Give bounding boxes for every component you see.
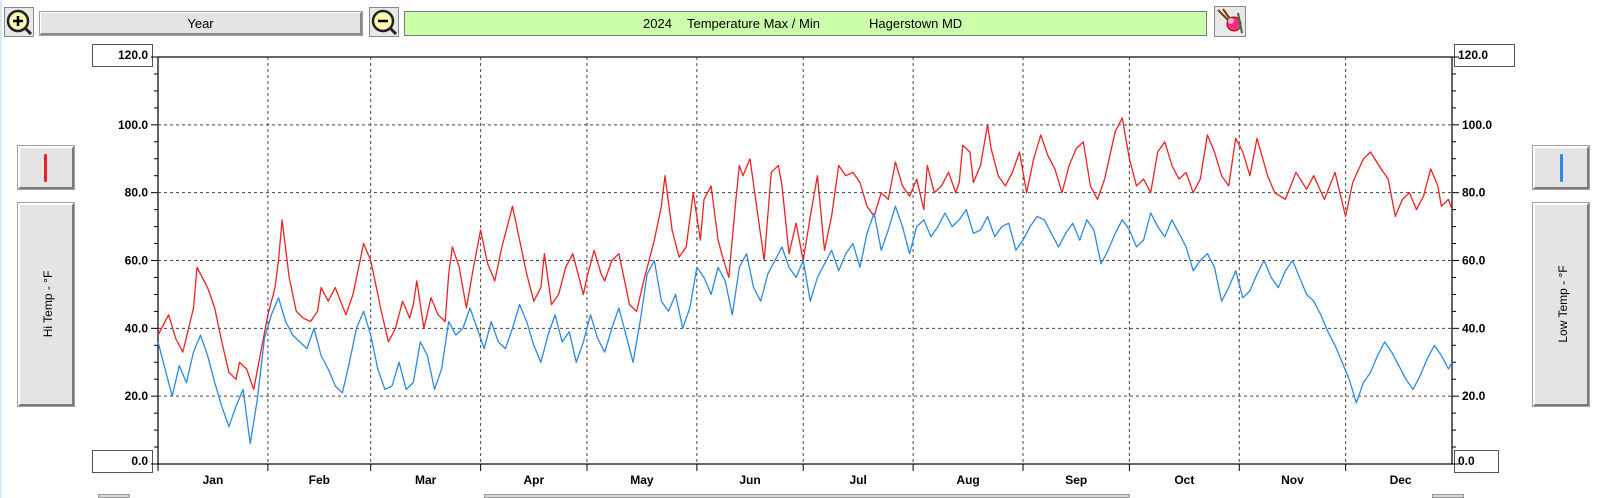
x-month-label: May	[630, 473, 654, 487]
horizontal-scrollbar[interactable]	[484, 494, 1130, 498]
y-tick-label-right: 100.0	[1462, 118, 1492, 132]
title-text: Temperature Max / Min	[687, 16, 820, 31]
x-month-label: Jan	[203, 473, 224, 487]
x-month-label: Sep	[1065, 473, 1087, 487]
zoom-in-icon	[6, 9, 33, 36]
y-tick-label-right: 60.0	[1462, 254, 1486, 268]
hi-axis-title: Hi Temp - °F	[41, 270, 55, 338]
window-edge	[0, 0, 2, 498]
plot-area	[157, 56, 1453, 465]
x-month-label: Apr	[523, 473, 544, 487]
scroll-left-button[interactable]	[98, 494, 130, 498]
low-series-color-button[interactable]	[1532, 145, 1590, 190]
y-tick-label-right: 20.0	[1462, 389, 1486, 403]
left-scale-max[interactable]: 120.0	[92, 44, 153, 67]
x-month-label: Nov	[1281, 473, 1304, 487]
x-month-label: Aug	[956, 473, 979, 487]
x-month-label: Jun	[739, 473, 760, 487]
hi-series-swatch	[44, 154, 47, 182]
x-month-label: Jul	[850, 473, 867, 487]
paint-tool-icon	[1217, 8, 1243, 34]
x-month-label: Oct	[1174, 473, 1194, 487]
x-month-label: Feb	[309, 473, 330, 487]
hi-series-color-button[interactable]	[17, 145, 75, 190]
right-scale-max[interactable]: 120.0	[1454, 44, 1515, 67]
zoom-out-button[interactable]	[369, 7, 399, 37]
y-tick-label-left: 60.0	[125, 254, 149, 268]
y-tick-label-right: 40.0	[1462, 321, 1486, 335]
left-scale-min[interactable]: 0.0	[92, 450, 153, 473]
title-station: Hagerstown MD	[869, 16, 963, 31]
y-tick-label-left: 80.0	[125, 186, 149, 200]
scroll-right-button[interactable]	[1432, 494, 1464, 498]
x-month-label: Dec	[1390, 473, 1412, 487]
hi-temp-line	[157, 117, 1453, 391]
right-scale-min[interactable]: 0.0	[1454, 450, 1499, 473]
y-tick-label-right: 80.0	[1462, 186, 1486, 200]
chart-title-bar: 2024 Temperature Max / Min Hagerstown MD	[404, 11, 1207, 36]
y-tick-label-left: 100.0	[118, 118, 148, 132]
hi-axis-title-button[interactable]: Hi Temp - °F	[17, 202, 75, 407]
y-tick-label-left: 20.0	[125, 389, 149, 403]
y-tick-label-left: 40.0	[125, 321, 149, 335]
low-series-swatch	[1560, 154, 1563, 182]
zoom-in-button[interactable]	[4, 7, 34, 37]
zoom-out-icon	[371, 9, 398, 36]
title-year: 2024	[643, 16, 672, 31]
paint-tool-button[interactable]	[1214, 6, 1246, 37]
period-selector[interactable]: Year	[39, 11, 363, 36]
low-temp-line	[157, 205, 1453, 445]
low-axis-title: Low Temp - °F	[1556, 265, 1570, 343]
low-axis-title-button[interactable]: Low Temp - °F	[1532, 202, 1590, 407]
x-month-label: Mar	[415, 473, 437, 487]
